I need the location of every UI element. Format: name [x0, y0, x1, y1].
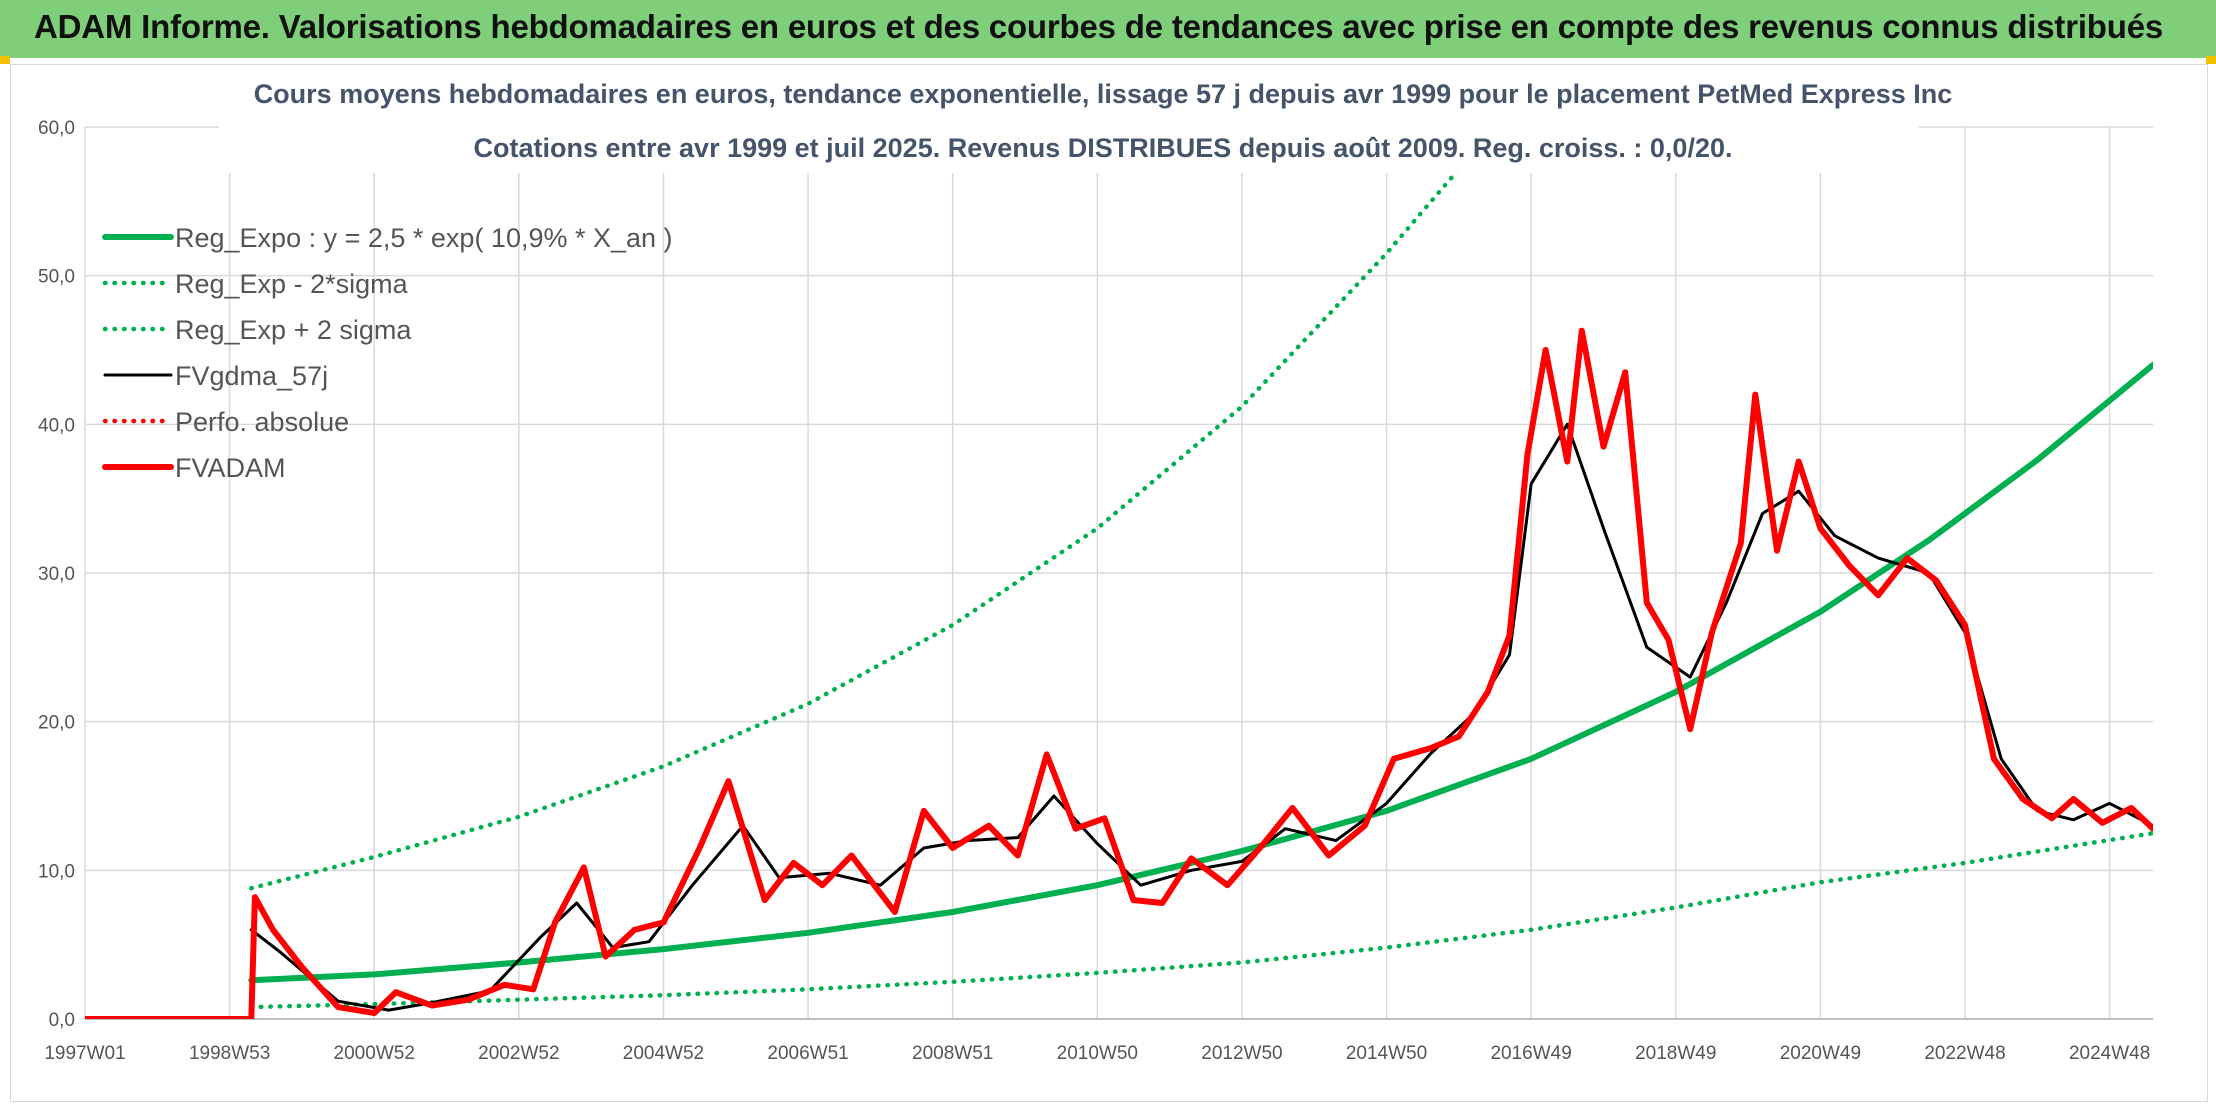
- x-tick-label: 2004W52: [623, 1043, 704, 1064]
- legend-label: Reg_Exp - 2*sigma: [175, 269, 409, 299]
- x-tick-label: 2024W48: [2069, 1043, 2150, 1064]
- legend-label: Reg_Expo : y = 2,5 * exp( 10,9% * X_an ): [175, 223, 673, 253]
- x-tick-label: 2008W51: [912, 1043, 993, 1064]
- banner-corner-right: [2206, 56, 2216, 64]
- x-tick-label: 2022W48: [1924, 1043, 2005, 1064]
- report-banner: ADAM Informe. Valorisations hebdomadaire…: [0, 0, 2216, 61]
- x-tick-label: 2006W51: [767, 1043, 848, 1064]
- chart-area: 0,0 10,0 20,0 30,0 40,0 50,0 60,0 1997W01 1998W5…: [10, 64, 2208, 1102]
- y-tick-label: 20,0: [38, 713, 75, 734]
- legend-label: FVgdma_57j: [175, 361, 328, 391]
- x-tick-label: 2018W49: [1635, 1043, 1716, 1064]
- y-tick-label: 0,0: [49, 1010, 75, 1031]
- x-tick-label: 1997W01: [44, 1043, 125, 1064]
- title-box: [219, 65, 1919, 173]
- line-chart: 0,0 10,0 20,0 30,0 40,0 50,0 60,0 1997W01 1998W5…: [38, 65, 2153, 1064]
- chart-subtitle: Cotations entre avr 1999 et juil 2025. R…: [474, 133, 1733, 163]
- series-line-5: [85, 327, 2153, 1019]
- y-tick-label: 60,0: [38, 118, 75, 139]
- y-tick-label: 40,0: [38, 415, 75, 436]
- series-line-2: [249, 127, 1498, 891]
- y-tick-label: 30,0: [38, 564, 75, 585]
- x-tick-label: 2016W49: [1490, 1043, 1571, 1064]
- legend-label: FVADAM: [175, 453, 286, 483]
- report-title: ADAM Informe. Valorisations hebdomadaire…: [34, 8, 2164, 45]
- chart-title: Cours moyens hebdomadaires en euros, ten…: [254, 79, 1953, 109]
- x-tick-label: 2020W49: [1780, 1043, 1861, 1064]
- legend-label: Perfo. absolue: [175, 407, 349, 437]
- banner-corner-left: [0, 56, 10, 64]
- x-tick-label: 2010W50: [1057, 1043, 1138, 1064]
- x-tick-label: 1998W53: [189, 1043, 270, 1064]
- x-tick-label: 2014W50: [1346, 1043, 1427, 1064]
- series-line-3: [249, 422, 2153, 1012]
- x-tick-label: 2000W52: [334, 1043, 415, 1064]
- x-tick-label: 2002W52: [478, 1043, 559, 1064]
- y-tick-label: 50,0: [38, 267, 75, 288]
- series-line-0: [248, 361, 2153, 984]
- y-tick-label: 10,0: [38, 861, 75, 882]
- x-tick-label: 2012W50: [1201, 1043, 1282, 1064]
- legend-label: Reg_Exp + 2 sigma: [175, 315, 412, 345]
